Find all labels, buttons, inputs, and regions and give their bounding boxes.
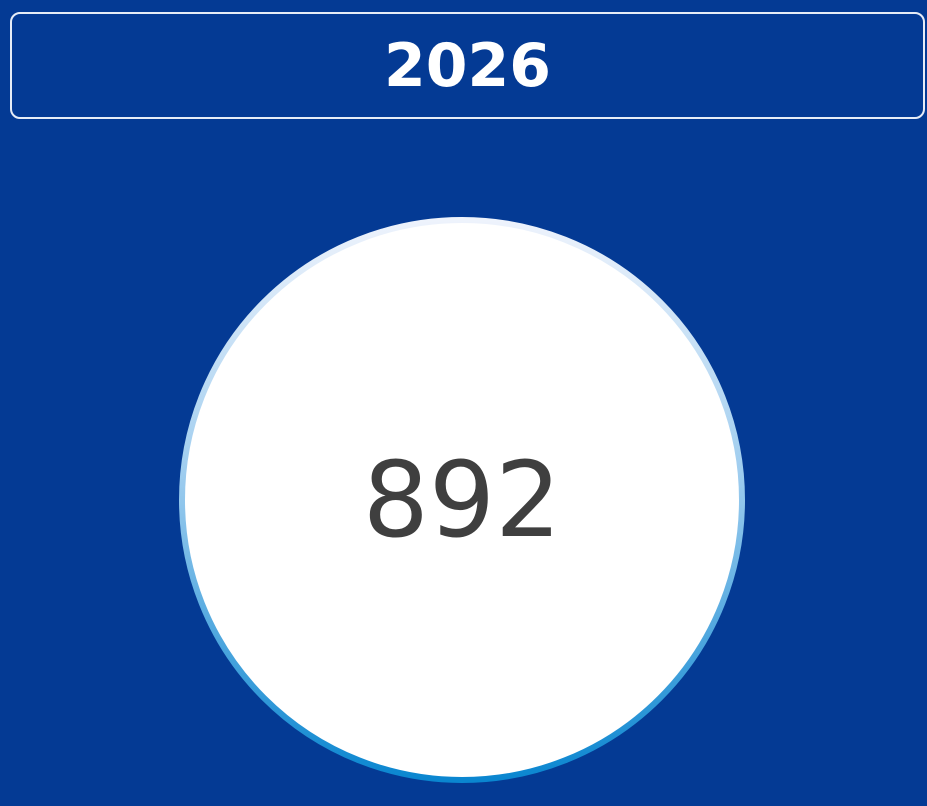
kpi-value: 892 (363, 439, 562, 561)
year-title: 2026 (384, 30, 551, 101)
kpi-circle (179, 217, 745, 783)
year-header: 2026 (10, 12, 925, 119)
